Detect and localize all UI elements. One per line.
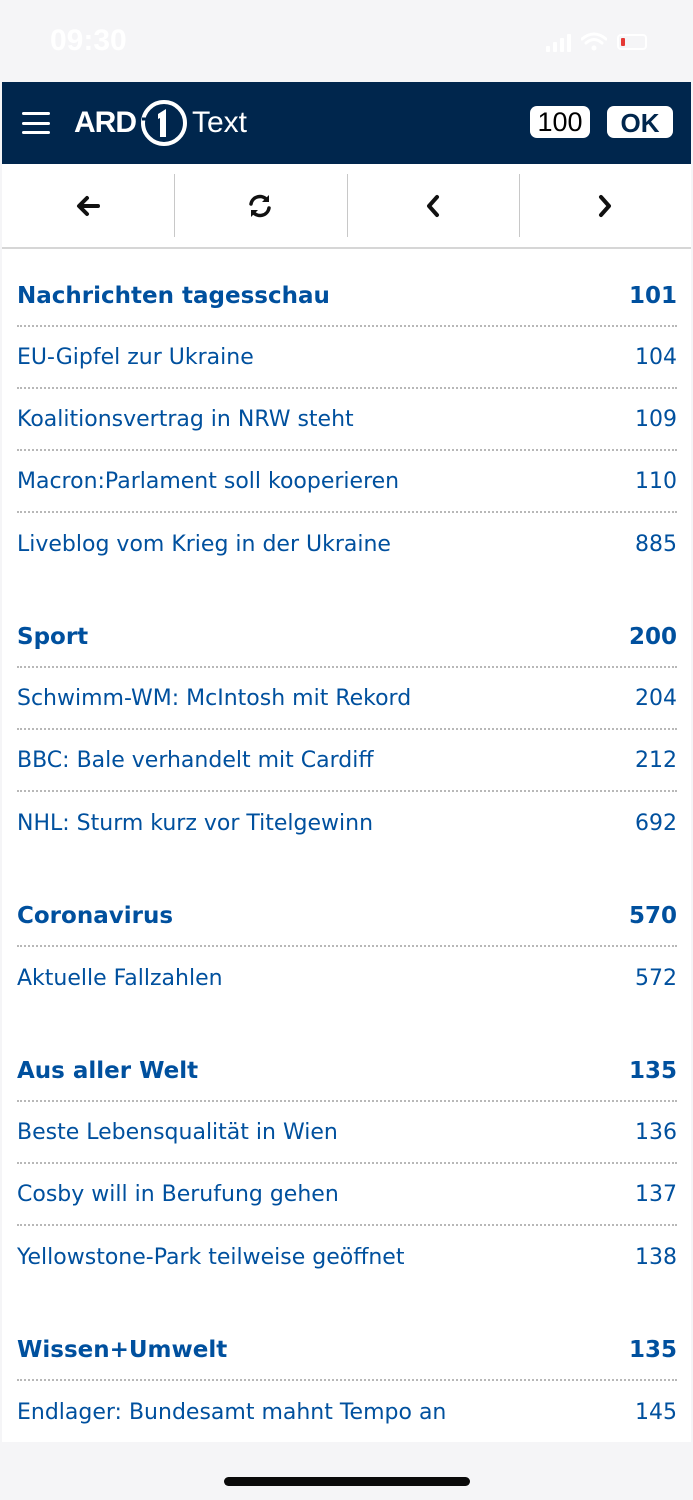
item-page: 109 bbox=[635, 406, 677, 432]
item-label: Macron:Parlament soll kooperieren bbox=[17, 468, 400, 494]
section-aus-aller-welt: Aus aller Welt 135 Beste Lebensqualität … bbox=[2, 1040, 691, 1288]
list-item[interactable]: Yellowstone-Park teilweise geöffnet 138 bbox=[17, 1226, 677, 1288]
ard-one-icon bbox=[141, 100, 187, 146]
list-item[interactable]: Aktuelle Fallzahlen 572 bbox=[17, 947, 677, 1009]
refresh-icon bbox=[249, 194, 272, 217]
list-item[interactable]: BBC: Bale verhandelt mit Cardiff 212 bbox=[17, 730, 677, 792]
section-heading[interactable]: Aus aller Welt 135 bbox=[17, 1040, 677, 1102]
item-label: Beste Lebensqualität in Wien bbox=[17, 1119, 338, 1145]
list-item[interactable]: Cosby will in Berufung gehen 137 bbox=[17, 1164, 677, 1226]
logo-ard: ARD bbox=[74, 106, 137, 139]
item-page: 104 bbox=[635, 344, 677, 370]
item-page: 572 bbox=[635, 965, 677, 991]
item-label: Schwimm-WM: McIntosh mit Rekord bbox=[17, 685, 412, 711]
page-number-input[interactable] bbox=[530, 106, 590, 138]
list-item[interactable]: Macron:Parlament soll kooperieren 110 bbox=[17, 451, 677, 513]
battery-icon bbox=[617, 34, 647, 50]
section-page: 200 bbox=[628, 624, 677, 650]
section-coronavirus: Coronavirus 570 Aktuelle Fallzahlen 572 bbox=[2, 885, 691, 1009]
previous-page-button[interactable] bbox=[346, 164, 519, 247]
item-page: 110 bbox=[635, 468, 677, 494]
section-title: Sport bbox=[17, 624, 89, 650]
item-page: 885 bbox=[635, 531, 677, 557]
signal-icon bbox=[546, 32, 571, 52]
list-item[interactable]: Beste Lebensqualität in Wien 136 bbox=[17, 1102, 677, 1164]
section-heading[interactable]: Nachrichten tagesschau 101 bbox=[17, 265, 677, 327]
section-title: Nachrichten tagesschau bbox=[17, 283, 330, 309]
wifi-icon bbox=[581, 32, 607, 51]
item-page: 145 bbox=[635, 1399, 677, 1425]
chevron-right-icon bbox=[598, 194, 611, 217]
item-label: Yellowstone-Park teilweise geöffnet bbox=[17, 1244, 405, 1270]
section-sport: Sport 200 Schwimm-WM: McIntosh mit Rekor… bbox=[2, 606, 691, 854]
list-item[interactable]: Schwimm-WM: McIntosh mit Rekord 204 bbox=[17, 668, 677, 730]
section-page: 570 bbox=[628, 903, 677, 929]
status-bar: 09:30 bbox=[0, 0, 693, 82]
section-title: Aus aller Welt bbox=[17, 1058, 199, 1084]
section-title: Coronavirus bbox=[17, 903, 174, 929]
teletext-index: Nachrichten tagesschau 101 EU-Gipfel zur… bbox=[2, 249, 691, 1442]
battery-level bbox=[621, 38, 625, 46]
menu-icon[interactable] bbox=[22, 112, 50, 134]
navigation-bar bbox=[2, 164, 691, 249]
section-title: Wissen+Umwelt bbox=[17, 1337, 228, 1363]
item-label: EU-Gipfel zur Ukraine bbox=[17, 344, 254, 370]
section-heading[interactable]: Wissen+Umwelt 135 bbox=[17, 1319, 677, 1381]
list-item[interactable]: Koalitionsvertrag in NRW steht 109 bbox=[17, 389, 677, 451]
list-item[interactable]: NHL: Sturm kurz vor Titelgewinn 692 bbox=[17, 792, 677, 854]
back-button[interactable] bbox=[2, 164, 174, 247]
arrow-left-icon bbox=[77, 195, 101, 216]
item-page: 692 bbox=[635, 810, 677, 836]
refresh-button[interactable] bbox=[174, 164, 346, 247]
item-label: Koalitionsvertrag in NRW steht bbox=[17, 406, 354, 432]
logo-text: Text bbox=[192, 106, 248, 139]
list-item[interactable]: Liveblog vom Krieg in der Ukraine 885 bbox=[17, 513, 677, 575]
status-icons bbox=[546, 30, 647, 54]
item-page: 137 bbox=[635, 1181, 677, 1207]
section-wissen-umwelt: Wissen+Umwelt 135 Endlager: Bundesamt ma… bbox=[2, 1319, 691, 1443]
ard-text-logo[interactable]: ARD Text bbox=[74, 96, 247, 150]
next-page-button[interactable] bbox=[518, 164, 691, 247]
section-page: 101 bbox=[628, 283, 677, 309]
item-page: 212 bbox=[635, 747, 677, 773]
ok-button[interactable]: OK bbox=[607, 106, 673, 138]
item-page: 136 bbox=[635, 1119, 677, 1145]
status-time: 09:30 bbox=[50, 24, 127, 57]
section-heading[interactable]: Coronavirus 570 bbox=[17, 885, 677, 947]
item-page: 204 bbox=[635, 685, 677, 711]
section-page: 135 bbox=[628, 1058, 677, 1084]
home-bar bbox=[0, 1442, 693, 1500]
item-label: NHL: Sturm kurz vor Titelgewinn bbox=[17, 810, 374, 836]
list-item[interactable]: Endlager: Bundesamt mahnt Tempo an 145 bbox=[17, 1381, 677, 1443]
section-heading[interactable]: Sport 200 bbox=[17, 606, 677, 668]
item-label: Endlager: Bundesamt mahnt Tempo an bbox=[17, 1399, 447, 1425]
home-indicator[interactable] bbox=[224, 1477, 470, 1486]
section-nachrichten: Nachrichten tagesschau 101 EU-Gipfel zur… bbox=[2, 265, 691, 575]
chevron-left-icon bbox=[426, 194, 439, 217]
item-label: Liveblog vom Krieg in der Ukraine bbox=[17, 531, 391, 557]
item-label: Cosby will in Berufung gehen bbox=[17, 1181, 339, 1207]
item-label: Aktuelle Fallzahlen bbox=[17, 965, 223, 991]
item-label: BBC: Bale verhandelt mit Cardiff bbox=[17, 747, 374, 773]
list-item[interactable]: EU-Gipfel zur Ukraine 104 bbox=[17, 327, 677, 389]
section-page: 135 bbox=[628, 1337, 677, 1363]
item-page: 138 bbox=[635, 1244, 677, 1270]
